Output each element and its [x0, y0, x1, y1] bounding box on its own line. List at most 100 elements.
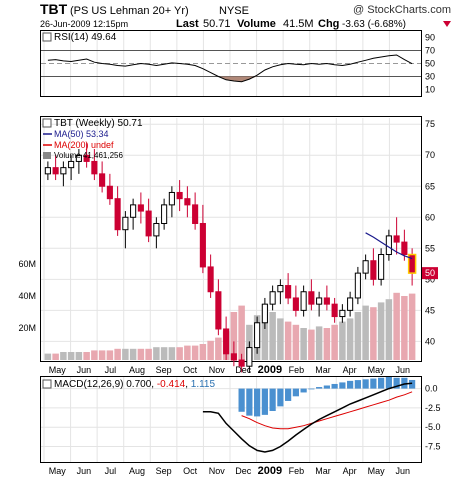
macd-hist-bar	[370, 378, 377, 389]
candle-body	[238, 359, 245, 367]
candle-body	[378, 254, 385, 280]
macd-value: 0.700	[126, 379, 151, 390]
x-tick-label: Nov	[209, 365, 226, 375]
macd-y-tick: 0.0	[425, 384, 438, 394]
macd-line	[202, 382, 413, 453]
rsi-y-tick: 30	[425, 72, 435, 82]
macd-hist-bar	[409, 379, 416, 389]
volume-bar	[238, 305, 245, 360]
candle-body	[184, 198, 191, 206]
macd-y-tick: -7.5	[425, 442, 441, 452]
candle-body	[393, 235, 400, 243]
volume-bar	[408, 293, 416, 360]
candle-body	[114, 198, 121, 231]
volume-bar	[339, 321, 346, 360]
macd-hist-bar	[285, 388, 292, 401]
volume-bar	[401, 296, 408, 360]
candle-body	[246, 347, 253, 367]
x-tick-label: Mar	[315, 365, 331, 375]
volume-label: Volume	[237, 18, 276, 30]
rsi-label: RSI(14) 49.64	[54, 32, 117, 43]
candle-body	[75, 154, 82, 162]
macd-hist-bar	[339, 382, 346, 389]
volume-bar	[207, 340, 214, 360]
price-y-tick: 70	[425, 150, 435, 160]
last-label: Last	[176, 18, 199, 30]
volume-bar	[122, 348, 129, 360]
datetime: 26-Jun-2009 12:15pm	[40, 19, 128, 29]
volume-bar	[261, 304, 269, 360]
x-tick-label: Nov	[209, 466, 226, 476]
macd-hist-bar	[401, 377, 408, 389]
candle-body	[401, 241, 408, 256]
volume-bar	[114, 348, 121, 360]
candle-body	[269, 291, 276, 305]
volume-y-tick: 60M	[18, 259, 36, 269]
chg-label: Chg	[318, 18, 339, 30]
candle-body	[168, 191, 175, 206]
volume-bar	[52, 353, 59, 360]
volume-bar	[377, 302, 385, 360]
volume-bar	[199, 344, 207, 360]
volume-bar	[184, 345, 191, 360]
volume-bar	[323, 328, 331, 360]
x-tick-label: Apr	[343, 365, 357, 375]
volume-bar	[129, 348, 137, 360]
candle-body	[323, 297, 330, 305]
volume-bar	[284, 321, 292, 360]
volume-bar	[98, 350, 106, 360]
macd-hist-bar	[347, 380, 354, 389]
candle-body	[409, 254, 416, 274]
candle-body	[176, 191, 183, 200]
macd-hist-bar	[354, 380, 361, 389]
volume-bar	[292, 324, 300, 360]
volume-y-tick: 20M	[18, 323, 36, 333]
candle-body	[285, 285, 292, 299]
macd-hist-bar	[238, 388, 245, 412]
ma50-label: MA(50) 53.34	[54, 129, 109, 139]
volume-bar	[75, 352, 83, 360]
macd-hist-bar	[292, 388, 299, 397]
macd-hist-bar	[269, 388, 276, 411]
volume-bar	[91, 350, 98, 360]
macd-label-prefix: MACD(12,26,9)	[54, 379, 123, 390]
ma50-line	[365, 232, 413, 260]
candle-body	[354, 272, 361, 299]
x-tick-label: May	[49, 466, 67, 476]
x-tick-label: Apr	[343, 466, 357, 476]
x-tick-label: Jun	[395, 466, 410, 476]
macd-hist-bar	[362, 379, 369, 389]
rsi-y-tick: 50	[425, 59, 435, 69]
candle-body	[145, 210, 152, 237]
price-y-tick: 65	[425, 181, 435, 191]
volume-bar	[191, 345, 199, 360]
volume-bar	[362, 305, 369, 360]
macd-y-tick: -2.5	[425, 403, 441, 413]
candle-body	[44, 167, 51, 175]
candle-body	[385, 235, 392, 256]
candle-body	[130, 204, 137, 218]
candle-body	[277, 285, 284, 293]
volume-bar	[168, 347, 176, 360]
macd-hist-bar	[385, 377, 392, 389]
volume-bar	[44, 353, 52, 360]
candle-body	[215, 291, 222, 330]
macd-hist-bar	[323, 385, 330, 389]
x-tick-label: Feb	[289, 466, 305, 476]
candle-body	[153, 222, 160, 237]
x-tick-label: 2009	[258, 364, 282, 376]
x-tick-label: Dec	[235, 466, 252, 476]
ticker-name: (PS US Lehman 20+ Yr)	[70, 5, 189, 17]
price-y-tick: 45	[425, 305, 435, 315]
volume-bar	[354, 312, 362, 360]
candle-body	[230, 353, 237, 361]
candle-body	[362, 260, 369, 274]
signal-value: -0.414	[157, 379, 186, 390]
candle-body	[60, 167, 67, 175]
candle-body	[106, 185, 113, 200]
x-tick-label: Jun	[395, 365, 410, 375]
macd-hist-bar	[316, 387, 323, 389]
volume-bar	[300, 328, 307, 360]
price-label-icon	[42, 118, 52, 128]
macd-hist-bar	[393, 377, 400, 389]
